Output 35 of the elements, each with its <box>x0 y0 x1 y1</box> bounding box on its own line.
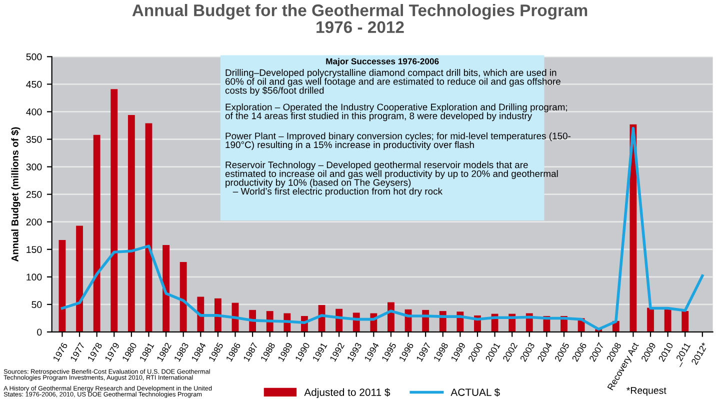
legend-label: Adjusted to 2011 $ <box>304 388 390 398</box>
bar <box>110 89 118 332</box>
legend-label: ACTUAL $ <box>450 388 500 397</box>
y-tick-label: 450 <box>26 80 42 88</box>
y-axis-title: Annual Budget (millions of $) <box>11 127 20 262</box>
bar <box>128 115 135 332</box>
bar <box>197 296 204 332</box>
bar <box>214 298 222 332</box>
annotation: Reservoir Technology – Developed geothermal reservoir models that are estimated to increase oil and gas well productivity by up to 20% and geothermal productivity by 10% (based on The Geysers) – World’s first electric production from hot dry rock <box>225 161 558 196</box>
y-tick-label: 150 <box>26 246 42 253</box>
bar <box>664 308 672 332</box>
bar <box>76 226 83 332</box>
bar <box>180 262 187 332</box>
y-tick-label: 50 <box>32 301 42 308</box>
bar <box>682 311 689 332</box>
y-tick-label: 350 <box>26 136 42 143</box>
chart-title: Annual Budget for the Geothermal Technologies Program 1976 - 2012 <box>132 4 588 34</box>
line-series <box>60 126 704 331</box>
annotation: Drilling–Developed polycrystalline diamond compact drill bits, which are used in 60% of oil and gas well footage and are estimated to reduce oil and gas offshore costs by $56/foot drilled <box>225 69 560 96</box>
bar <box>58 240 66 332</box>
bar <box>647 308 654 332</box>
y-tick-label: 0 <box>37 328 42 336</box>
bar <box>162 244 170 332</box>
annotation: Major Successes 1976-2006 <box>326 58 439 66</box>
y-tick-label: 400 <box>26 108 42 116</box>
y-tick-label: 500 <box>26 53 42 60</box>
bar <box>145 123 152 332</box>
y-tick-label: 300 <box>26 164 42 170</box>
y-tick-label: 250 <box>26 191 42 198</box>
annotation: Exploration – Operated the Industry Cooperative Exploration and Drilling program; of the 14 areas first studied in this program, 8 were developed by industry <box>225 103 567 122</box>
annotation: Power Plant – Improved binary conversion cycles; for mid-level temperatures (150- 190°C) resulting in a 15% increase in productivity over flash <box>226 132 571 150</box>
y-tick-label: 200 <box>26 218 42 226</box>
bar <box>388 302 394 332</box>
bar <box>93 134 100 332</box>
y-tick-label: 100 <box>26 274 42 281</box>
